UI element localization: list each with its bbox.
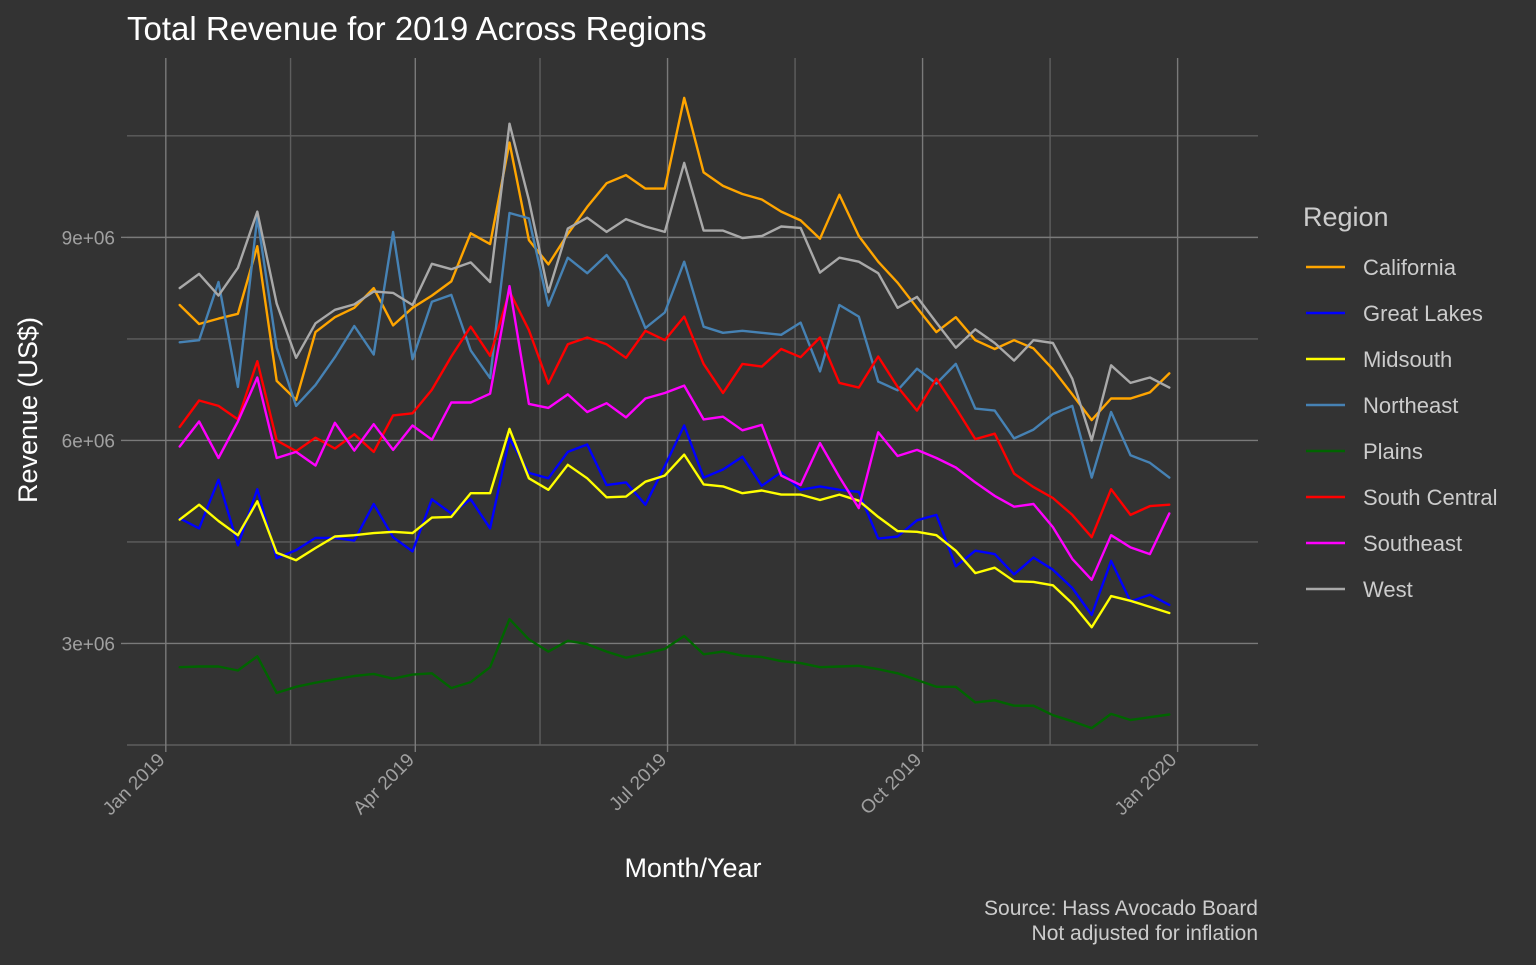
series-line-south-central: [178, 290, 1171, 539]
legend-label-southeast: Southeast: [1363, 531, 1462, 556]
legend-label-northeast: Northeast: [1363, 393, 1458, 418]
y-tick-label-1: 6e+06: [62, 431, 115, 452]
y-tick-labels: 3e+06 6e+06 9e+06: [62, 228, 115, 655]
legend-title: Region: [1303, 202, 1389, 232]
series-line-great-lakes: [178, 424, 1171, 617]
series-line-california: [178, 96, 1171, 422]
y-tick-label-0: 3e+06: [62, 634, 115, 655]
series-line-southeast: [178, 284, 1171, 581]
legend-label-south-central: South Central: [1363, 485, 1498, 510]
series-lines: [178, 96, 1171, 730]
series-line-plains: [178, 617, 1171, 730]
legend-label-california: California: [1363, 255, 1457, 280]
series-line-midsouth: [178, 427, 1171, 629]
y-tick-label-2: 9e+06: [62, 228, 115, 249]
series-line-west: [178, 122, 1171, 442]
legend-label-great-lakes: Great Lakes: [1363, 301, 1483, 326]
series-line-northeast: [178, 211, 1171, 479]
chart-title: Total Revenue for 2019 Across Regions: [127, 10, 707, 47]
legend: Region California Great Lakes Midsouth Nort…: [1303, 202, 1498, 602]
legend-label-plains: Plains: [1363, 439, 1423, 464]
legend-label-midsouth: Midsouth: [1363, 347, 1452, 372]
y-axis-label: Revenue (US$): [13, 317, 43, 503]
x-tick-marks: [165, 745, 1179, 752]
y-tick-marks: [121, 236, 127, 645]
x-axis-label: Month/Year: [624, 853, 761, 883]
legend-items: California Great Lakes Midsouth Northeast Pl…: [1306, 255, 1498, 602]
caption-inflation-note: Not adjusted for inflation: [1032, 922, 1258, 945]
caption-source: Source: Hass Avocado Board: [984, 897, 1258, 920]
legend-label-west: West: [1363, 577, 1413, 602]
